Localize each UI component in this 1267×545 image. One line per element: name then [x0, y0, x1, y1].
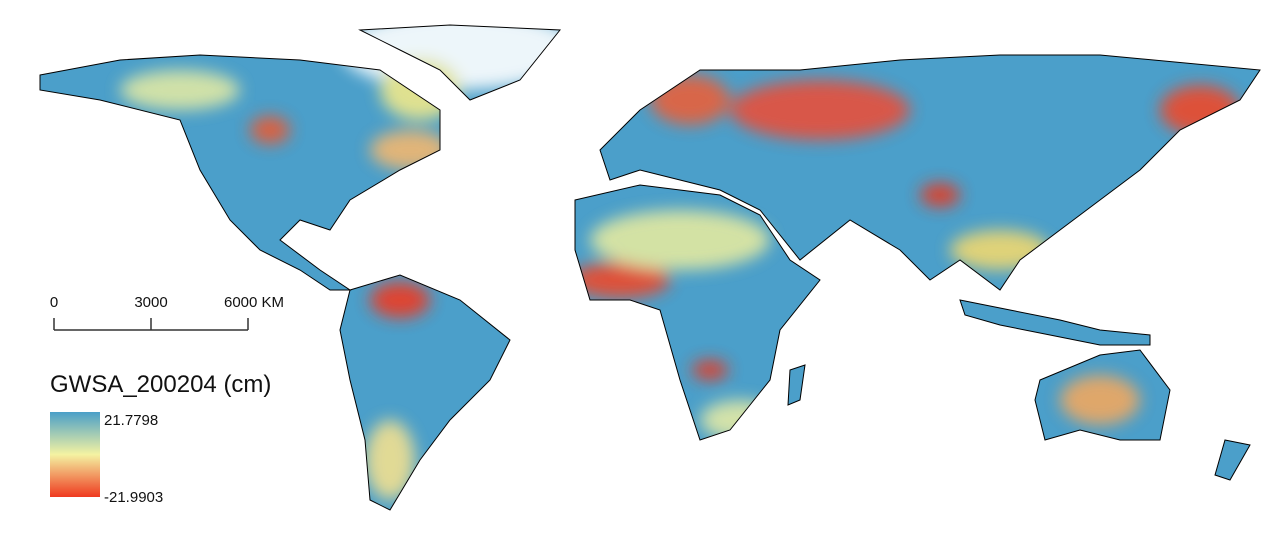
legend-title: GWSA_200204 (cm) [50, 371, 271, 398]
coast-outline [574, 184, 821, 441]
scale-bar: 0 3000 6000 KM [50, 294, 284, 331]
scale-label: 6000 KM [224, 294, 284, 311]
coast-outline [787, 364, 806, 406]
coast-outline [39, 54, 441, 291]
legend-min: -21.9903 [104, 489, 163, 506]
scale-label: 0 [50, 294, 58, 311]
coast-outline [339, 274, 511, 511]
scale-label: 3000 [134, 294, 167, 311]
coast-outline [1214, 439, 1251, 481]
coast-outline [1034, 349, 1171, 441]
coast-outline [599, 54, 1261, 291]
legend-max: 21.7798 [104, 412, 158, 429]
coast-outline [358, 24, 562, 101]
coast-outline [959, 299, 1151, 346]
legend-color-ramp [50, 412, 100, 497]
